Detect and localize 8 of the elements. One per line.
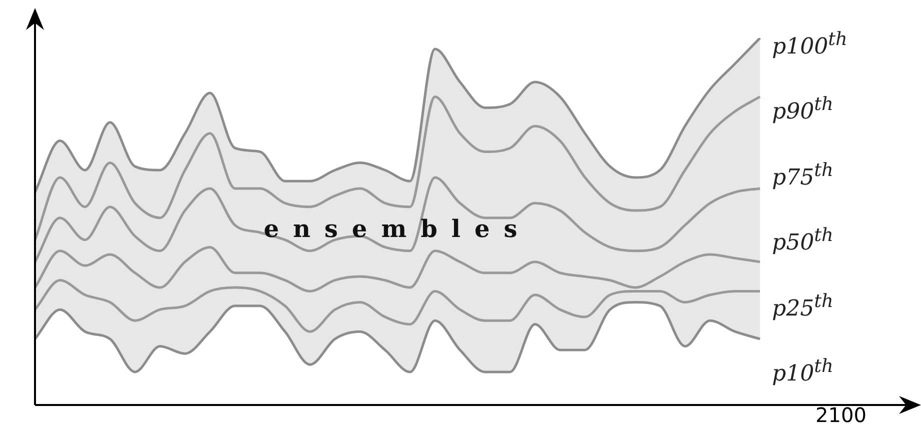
x-axis-title: 2100 [816, 403, 866, 428]
annotation: ensembles [262, 212, 532, 245]
series-label: p75$^{th}$ [772, 160, 834, 190]
series-label: p10$^{th}$ [772, 356, 834, 386]
series-label: p90$^{th}$ [772, 94, 834, 125]
series-label: p50$^{th}$ [772, 225, 834, 256]
series-label: p25$^{th}$ [772, 290, 834, 321]
series-label: p100$^{th}$ [772, 29, 848, 60]
